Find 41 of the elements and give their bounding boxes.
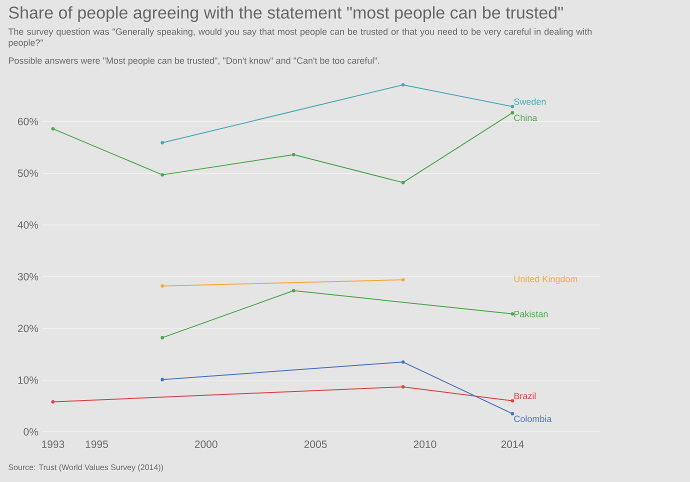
series-label: Sweden — [514, 98, 546, 105]
point — [510, 399, 514, 403]
point — [510, 111, 514, 114]
chart-subtitle: The survey question was "Generally speaking, would you say that most people can be trusted or that you need to be very careful in dealing with people?" — [8, 28, 592, 48]
point — [51, 127, 55, 130]
point — [401, 360, 405, 364]
point — [401, 385, 405, 389]
y-tick-label: 60% — [18, 118, 38, 126]
point — [160, 141, 164, 144]
x-tick-label: 1993 — [42, 440, 64, 448]
text: Possible answers were "Most people can be trusted", "Don't know" and "Can't be too careful". — [8, 57, 380, 66]
source-note: Source: Trust (World Values Survey (2014)) — [8, 464, 163, 472]
point — [160, 173, 164, 177]
point — [510, 412, 514, 416]
chart-title: Share of people agreeing with the statement "most people can be trusted" — [8, 6, 563, 22]
text: United Kingdom — [514, 276, 578, 284]
x-tick-label: 2005 — [304, 440, 327, 448]
point — [510, 104, 514, 108]
point — [51, 400, 55, 404]
y-tick-label: 20% — [18, 324, 38, 332]
x-tick-label: 2014 — [501, 440, 524, 448]
y-tick-label: 50% — [18, 170, 38, 177]
point — [292, 152, 296, 156]
series-label: Brazil — [514, 392, 536, 400]
series-label: Pakistan — [514, 310, 548, 318]
x-tick-label: 2000 — [194, 440, 218, 448]
point — [160, 336, 164, 340]
point — [401, 180, 405, 184]
point — [401, 83, 405, 87]
x-tick-label: 1995 — [86, 440, 108, 448]
y-tick-label: 40% — [18, 221, 38, 229]
point — [160, 284, 164, 288]
point — [160, 378, 164, 382]
x-tick-label: 2010 — [414, 440, 436, 448]
series-label: Colombia — [514, 415, 552, 422]
point — [401, 278, 405, 282]
y-tick-label: 30% — [18, 272, 38, 280]
series-label: China — [514, 114, 538, 122]
point — [292, 288, 296, 292]
y-tick-label: 10% — [18, 376, 38, 384]
y-tick-label: 0% — [24, 428, 38, 436]
